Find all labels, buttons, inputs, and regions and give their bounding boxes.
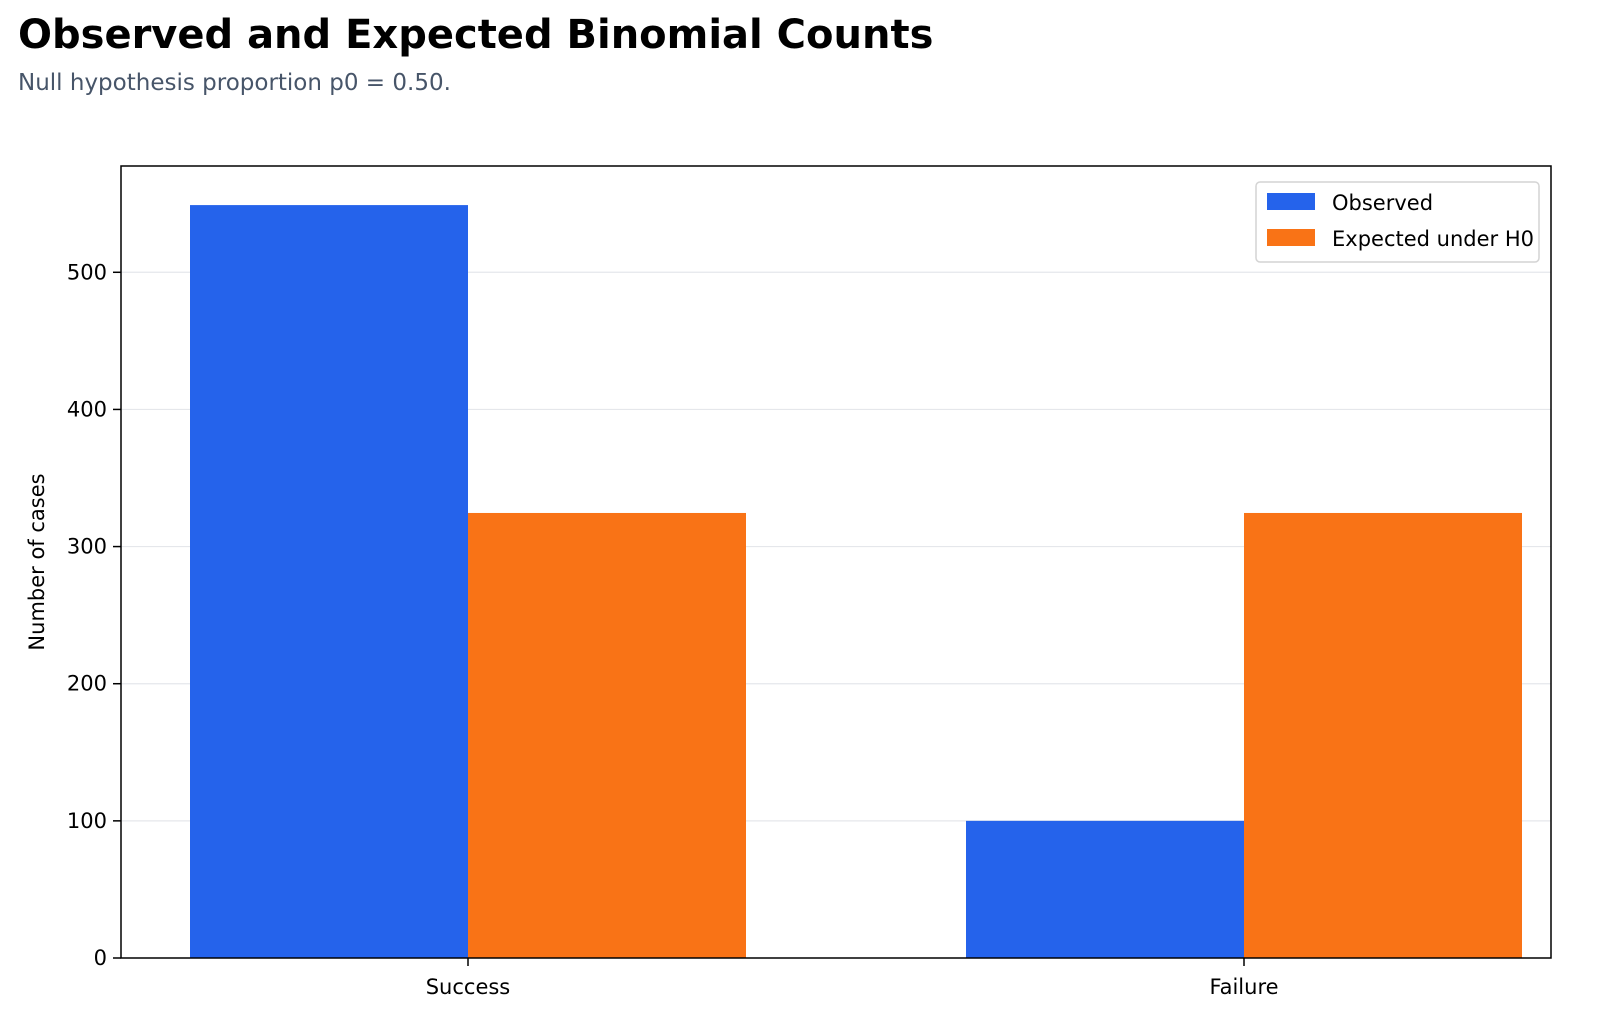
bars (190, 205, 1522, 959)
bar-success-observed (190, 205, 468, 959)
chart-subtitle: Null hypothesis proportion p0 = 0.50. (18, 70, 451, 96)
bar-failure-expected (1244, 512, 1522, 958)
y-axis-label: Number of cases (25, 473, 49, 650)
x-axis: Success Failure (426, 958, 1279, 999)
y-axis: 0 100 200 300 400 500 (67, 260, 121, 970)
legend: Observed Expected under H0 (1255, 181, 1540, 263)
x-tick-label: Failure (1209, 975, 1278, 999)
y-tick-label: 300 (67, 535, 107, 559)
x-tick-label: Success (426, 975, 511, 999)
y-tick-label: 200 (67, 672, 107, 696)
legend-swatch (1267, 229, 1315, 246)
bar-success-expected (468, 512, 746, 958)
chart-title: Observed and Expected Binomial Counts (18, 12, 934, 58)
legend-label: Observed (1332, 191, 1433, 215)
bar-failure-observed (966, 820, 1244, 958)
y-tick-label: 100 (67, 809, 107, 833)
y-tick-label: 0 (94, 946, 107, 970)
legend-label: Expected under H0 (1332, 227, 1534, 251)
plot-frame (120, 165, 1552, 959)
y-tick-label: 400 (67, 397, 107, 421)
legend-box (1255, 181, 1540, 263)
legend-swatch (1267, 193, 1315, 210)
y-tick-label: 500 (67, 260, 107, 284)
